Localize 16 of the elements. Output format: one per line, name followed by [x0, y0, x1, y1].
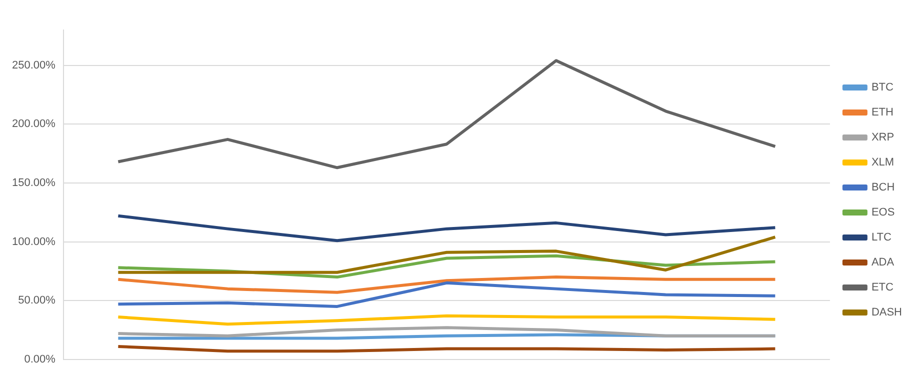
y-tick-label: 250.00% [12, 59, 56, 72]
legend-label: BCH [871, 182, 895, 194]
legend-label: ADA [871, 256, 895, 269]
y-tick-label: 0.00% [24, 353, 56, 366]
legend-label: XRP [871, 132, 894, 144]
y-tick-label: 150.00% [12, 176, 56, 189]
legend-label: BTC [871, 82, 894, 94]
legend-label: LTC [871, 232, 892, 244]
y-tick-label: 50.00% [18, 294, 56, 307]
legend-label: ETC [871, 282, 894, 294]
legend-label: DASH [871, 306, 902, 319]
legend-label: EOS [871, 206, 895, 219]
legend-label: ETH [871, 106, 894, 119]
y-tick-label: 200.00% [12, 118, 56, 130]
y-tick-label: 100.00% [12, 236, 56, 248]
legend-label: XLM [871, 156, 894, 169]
